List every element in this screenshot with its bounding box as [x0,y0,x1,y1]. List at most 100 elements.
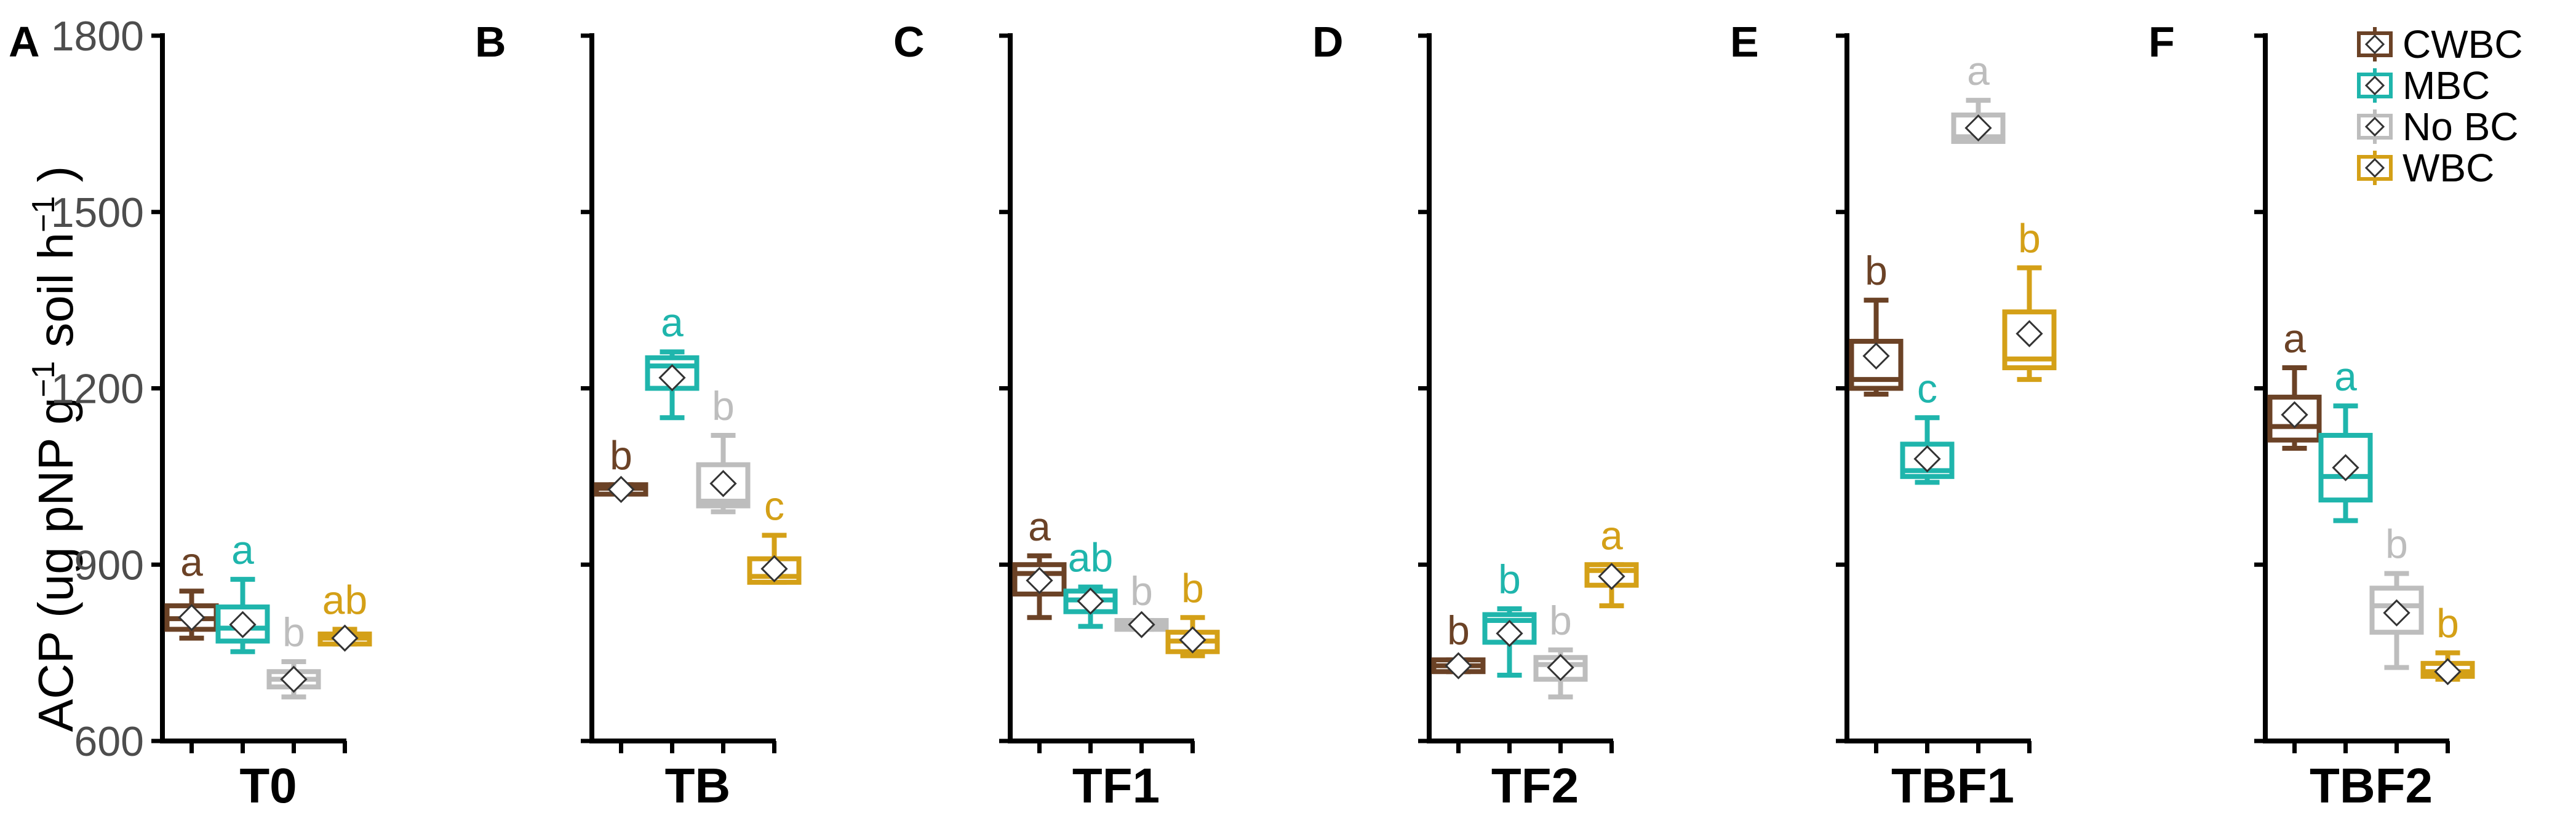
significance-label: b [1130,568,1153,614]
box-iqr [2318,432,2373,503]
box-wbc: ab [317,577,372,753]
panel-label: E [1730,18,1759,66]
legend-key-mean [2364,116,2385,137]
panel-label: D [1312,18,1344,66]
mean-marker [2332,454,2359,481]
box-no-bc: b [2369,521,2424,753]
y-axis-label-end: ) [28,166,83,196]
significance-label: c [764,483,784,528]
box-no-bc: b [1533,598,1588,753]
legend-label: CWBC [2403,22,2523,66]
mean-marker [1964,114,1992,142]
box-wbc: c [747,483,802,753]
panel-e: E TBF1 b c a b [1730,18,2057,813]
x-axis-label: T0 [239,758,297,813]
mean-marker [658,364,686,392]
significance-label: a [231,527,254,572]
significance-label: b [2018,216,2041,261]
panel-label: B [475,18,506,66]
y-tick-label: 600 [74,718,144,765]
mean-marker [1026,566,1053,595]
significance-label: a [2283,315,2306,361]
box-cwbc: a [2267,315,2322,753]
mean-marker [229,611,257,638]
x-axis-label: TBF2 [2310,758,2433,813]
y-tick-label: 1200 [51,366,144,413]
significance-label: c [1917,365,1937,411]
y-tick-label: 1500 [51,189,144,236]
significance-label: b [1549,598,1572,643]
box-wbc: a [1584,512,1639,753]
significance-label: b [1498,557,1521,602]
box-mbc: a [215,527,270,753]
panel-label: C [893,18,925,66]
box-cwbc: a [164,539,219,753]
box-mbc: a [2318,354,2373,753]
mean-marker [1598,563,1625,590]
box-no-bc: b [266,609,321,753]
mean-marker [2281,401,2308,429]
significance-label: a [1600,512,1623,558]
legend-key-mean [2364,157,2385,178]
box-cwbc: b [1431,608,1486,753]
mean-marker [709,470,737,497]
significance-label: b [2436,601,2459,646]
mean-marker [331,624,359,652]
mean-marker [1496,619,1523,648]
mean-marker [1547,654,1574,681]
y-tick-label: 900 [74,542,144,588]
box-no-bc: a [1951,48,2006,753]
box-mbc: ab [1063,535,1118,753]
legend-label: No BC [2403,105,2519,149]
legend-item-wbc: WBC [2357,146,2494,190]
mean-marker [1179,626,1206,654]
box-no-bc: b [1114,568,1169,753]
mean-marker [760,555,788,583]
box-cwbc: a [1012,504,1067,753]
y-axis-label-exp1: −1 [26,361,62,397]
mean-marker [607,475,635,504]
mean-marker [1862,342,1890,370]
box-mbc: a [645,299,700,753]
x-axis-label: TF2 [1491,758,1579,813]
x-axis-label: TF1 [1072,758,1160,813]
box-wbc: b [2002,216,2057,753]
mean-marker [280,665,308,693]
box-iqr [215,604,270,644]
significance-label: b [1865,248,1888,293]
significance-label: b [610,432,632,478]
legend-key-mean [2364,75,2385,96]
mean-marker [1077,587,1104,615]
box-cwbc: b [1849,248,1904,753]
legend-label: WBC [2403,146,2494,190]
significance-label: ab [1068,535,1113,580]
significance-label: a [661,299,684,345]
box-mbc: c [1900,365,1955,753]
panel-f: F TBF2 aa bb [2148,18,2475,813]
mean-marker [1445,652,1472,679]
y-axis-label: ACP (ug pNP g−1 soil h−1 ) [26,166,83,732]
y-axis-label-exp2: −1 [26,196,62,232]
mean-marker [2383,599,2411,627]
x-axis-label: TB [665,758,731,813]
mean-marker [1128,611,1155,638]
significance-label: b [712,383,735,429]
significance-label: b [1181,565,1204,611]
box-wbc: b [2420,601,2475,753]
significance-label: a [180,539,203,584]
box-no-bc: b [696,383,751,753]
significance-label: a [2334,354,2357,399]
legend-label: MBC [2403,63,2490,108]
mean-marker [1913,445,1941,473]
legend-item-no-bc: No BC [2357,105,2519,149]
significance-label: ab [322,577,367,622]
panel-label: F [2148,18,2175,66]
box-mbc: b [1482,557,1537,753]
